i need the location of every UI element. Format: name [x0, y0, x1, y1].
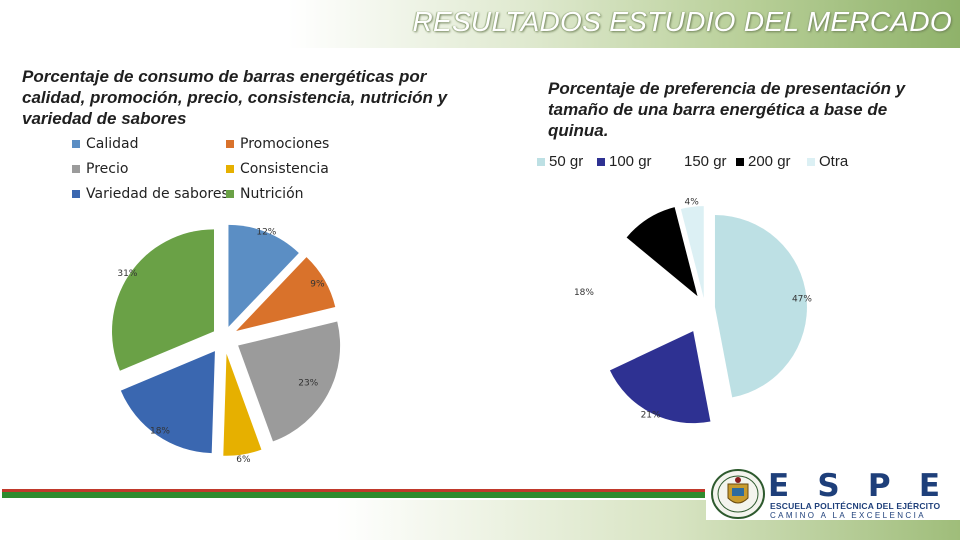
- legend-swatch: [807, 157, 815, 166]
- legend-label: 50 gr: [549, 153, 584, 170]
- pie-slice-nutricion: [112, 229, 215, 371]
- legend-item-promociones: Promociones: [226, 136, 329, 152]
- legend-label: 100 gr: [609, 153, 652, 170]
- data-label-calidad: 12%: [256, 228, 276, 238]
- page-title: RESULTADOS ESTUDIO DEL MERCADO: [412, 6, 952, 37]
- legend-swatch: [537, 157, 545, 166]
- espe-logo: E S P E ESCUELA POLITÉCNICA DEL EJÉRCITO…: [706, 466, 960, 520]
- legend-swatch: [226, 190, 234, 198]
- data-label-nutricion: 31%: [117, 269, 137, 279]
- legend-swatch: [226, 165, 234, 173]
- data-label-otra: 4%: [684, 198, 699, 208]
- legend-item-nutricion: Nutrición: [226, 186, 304, 202]
- legend-label: Otra: [819, 153, 849, 170]
- footer-red-stripe: [2, 489, 705, 492]
- data-label-100-gr: 21%: [641, 410, 661, 420]
- legend-label: Calidad: [86, 136, 139, 152]
- legend-item-calidad: Calidad: [72, 136, 139, 152]
- pie-slice-variedad-de-sabores: [120, 351, 215, 454]
- logo-motto: CAMINO A LA EXCELENCIA: [770, 511, 926, 520]
- pie-slice-150-gr: [583, 245, 676, 344]
- logo-letter-p: P: [867, 468, 891, 504]
- legend-swatch: [72, 140, 80, 148]
- legend-item-consistencia: Consistencia: [226, 161, 329, 177]
- logo-institution-name: ESCUELA POLITÉCNICA DEL EJÉRCITO: [770, 501, 941, 511]
- legend-swatch: [72, 190, 80, 198]
- legend-label: Nutrición: [240, 186, 304, 202]
- legend-item-50-gr: 50 gr: [537, 153, 583, 170]
- legend-label: Variedad de sabores: [86, 186, 229, 202]
- logo-letter-s: S: [817, 468, 840, 504]
- data-label-consistencia: 6%: [236, 455, 251, 465]
- legend-item-variedad-de-sabores: Variedad de sabores: [72, 186, 229, 202]
- data-label-150-gr: 18%: [574, 288, 594, 298]
- pie-slice-50-gr: [714, 215, 807, 398]
- data-label-50-gr: 47%: [792, 294, 812, 304]
- pie-slice-precio: [238, 321, 341, 442]
- legend-label: Promociones: [240, 136, 330, 152]
- pie-slice-200-gr: [626, 207, 698, 297]
- pie-slice-otra: [680, 206, 704, 299]
- pie-slice-consistencia: [223, 353, 262, 456]
- footer-green-stripe: [2, 492, 705, 498]
- logo-letter-e1: E: [768, 468, 790, 504]
- legend-swatch: [72, 165, 80, 173]
- legend-label: Precio: [86, 161, 129, 177]
- legend-item-otra: Otra: [807, 153, 848, 170]
- data-label-promociones: 9%: [310, 280, 325, 290]
- right-chart-title: Porcentaje de preferencia de presentació…: [548, 79, 906, 140]
- legend-label: Consistencia: [240, 161, 329, 177]
- legend-swatch: [597, 157, 605, 166]
- legend-item-100-gr: 100 gr: [597, 153, 652, 170]
- left-chart-title: Porcentaje de consumo de barras energéti…: [22, 67, 448, 128]
- espe-seal-icon: [711, 469, 765, 519]
- data-label-precio: 23%: [298, 379, 318, 389]
- pie-slice-calidad: [228, 224, 299, 327]
- legend-label: 150 gr: [684, 153, 727, 170]
- legend-item-precio: Precio: [72, 161, 128, 177]
- header-band: [0, 0, 960, 48]
- legend-swatch: [736, 157, 744, 166]
- logo-letter-e2: E: [918, 468, 940, 504]
- legend-label: 200 gr: [748, 153, 791, 170]
- legend-item-150-gr: 150 gr: [672, 153, 727, 170]
- pie-slice-100-gr: [609, 331, 711, 424]
- pie-slice-promociones: [236, 257, 336, 331]
- legend-item-200-gr: 200 gr: [736, 153, 791, 170]
- legend-swatch: [226, 140, 234, 148]
- data-label-variedad-de-sabores: 18%: [150, 426, 170, 436]
